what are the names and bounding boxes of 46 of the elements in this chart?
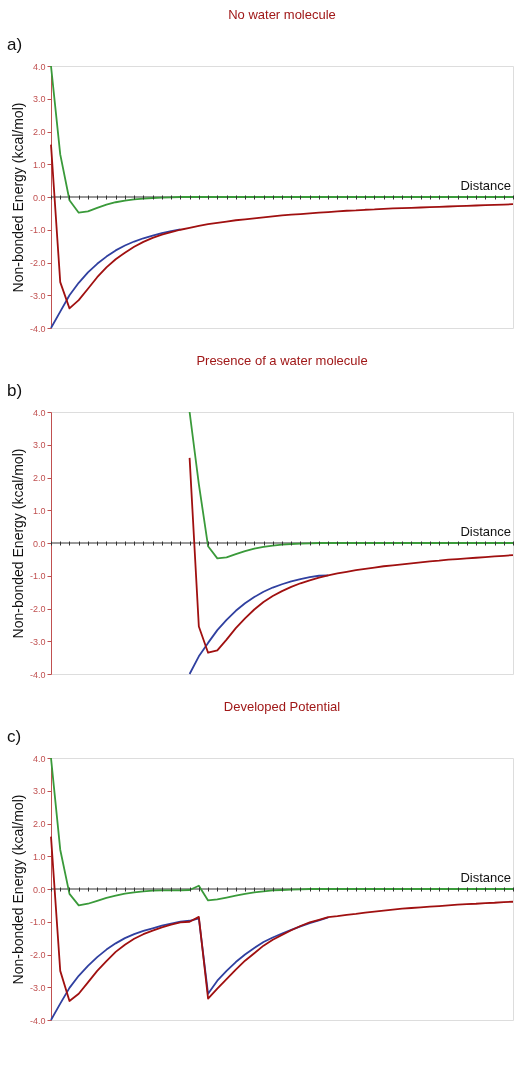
y-tick-label: -3.0 [29, 290, 46, 301]
y-tick-label: -1.0 [29, 917, 46, 928]
y-axis-title: Non-bonded Energy (kcal/mol) [9, 448, 26, 639]
y-tick-label: 2.0 [32, 473, 46, 483]
y-tick-label: 0.0 [32, 884, 46, 895]
line-series [50, 65, 514, 214]
y-tick-label: -2.0 [29, 258, 46, 268]
x-axis-title: Distance [460, 524, 511, 539]
y-tick-label: -1.0 [29, 571, 46, 582]
chart-title: Developed Potential [223, 699, 341, 714]
chart-title: No water molecule [228, 7, 336, 22]
y-tick-label: 2.0 [32, 127, 46, 137]
y-axis-title: Non-bonded Energy (kcal/mol) [9, 102, 26, 293]
line-series [188, 456, 514, 654]
y-tick-label: -4.0 [29, 323, 46, 334]
y-tick-label: 1.0 [32, 851, 46, 862]
text: c) [7, 727, 22, 746]
y-tick-label: 3.0 [32, 94, 46, 105]
y-tick-label: 0.0 [32, 192, 46, 203]
y-tick-label: -1.0 [29, 225, 46, 236]
line-series [50, 835, 514, 1002]
y-tick-label: 4.0 [32, 61, 46, 72]
y-tick-label: 3.0 [32, 786, 46, 797]
line-series [188, 411, 514, 560]
y-tick-label: 1.0 [32, 159, 46, 170]
y-tick-label: 4.0 [32, 753, 46, 764]
x-axis-title: Distance [460, 870, 511, 885]
y-axis-title: Non-bonded Energy (kcal/mol) [9, 794, 26, 985]
line-series [50, 916, 330, 1021]
text: b) [7, 381, 23, 400]
line-series [50, 143, 514, 310]
chart-title: Presence of a water molecule [196, 353, 368, 368]
y-tick-label: 4.0 [32, 407, 46, 418]
y-tick-label: 1.0 [32, 505, 46, 516]
text: a) [7, 35, 23, 54]
x-axis-title: Distance [460, 178, 511, 193]
y-tick-label: -4.0 [29, 1015, 46, 1026]
line-series [50, 757, 514, 907]
y-tick-label: -3.0 [29, 636, 46, 647]
y-tick-label: 3.0 [32, 440, 46, 451]
y-tick-label: -2.0 [29, 604, 46, 614]
y-tick-label: -3.0 [29, 982, 46, 993]
y-tick-label: 0.0 [32, 538, 46, 549]
y-tick-label: 2.0 [32, 819, 46, 829]
y-tick-label: -2.0 [29, 950, 46, 960]
y-tick-label: -4.0 [29, 669, 46, 680]
